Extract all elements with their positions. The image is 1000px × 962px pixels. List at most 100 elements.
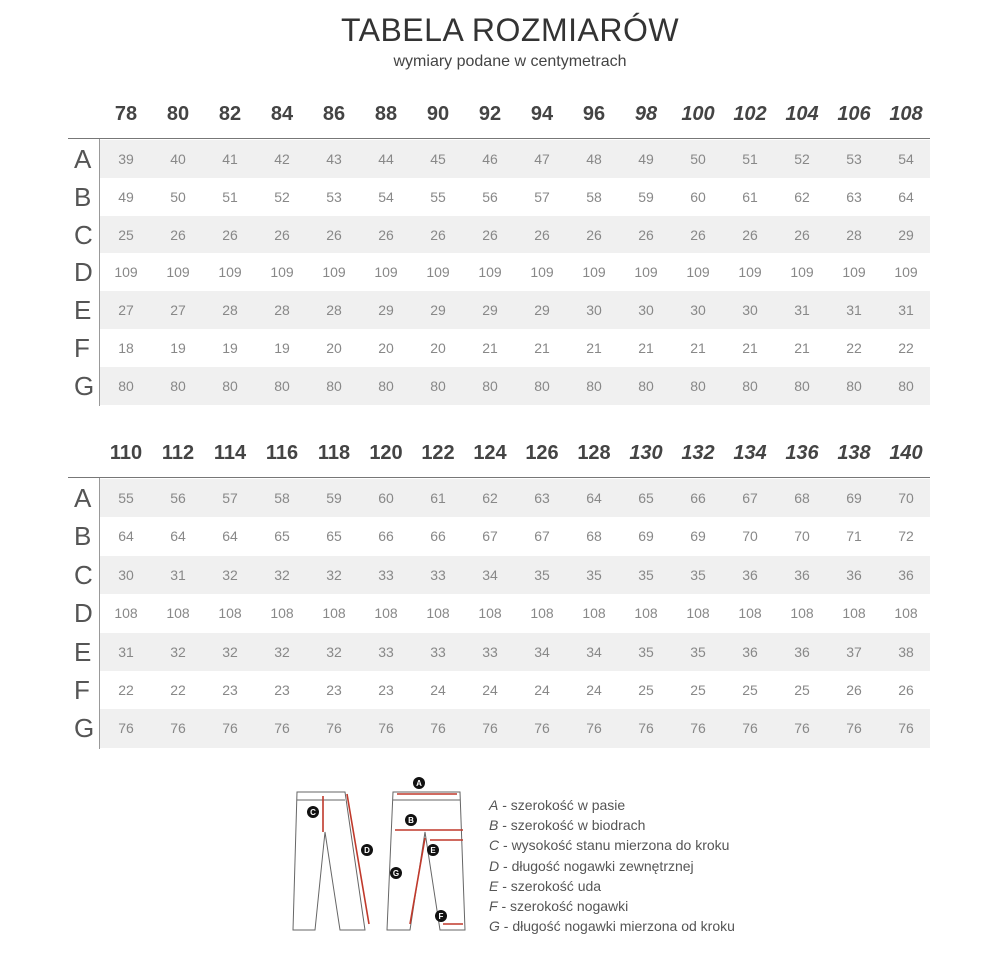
table-cell: 26: [534, 226, 550, 243]
size-header-cell: 102: [733, 103, 767, 125]
table-cell: 76: [326, 720, 342, 737]
table-cell: 32: [326, 566, 342, 583]
table-cell: 33: [378, 566, 394, 583]
table-cell: 36: [794, 566, 810, 583]
table-cell: 23: [274, 682, 290, 698]
table-cell: 61: [430, 490, 446, 506]
table-cell: 59: [326, 490, 342, 506]
table-cell: 109: [530, 264, 554, 281]
size-header-cell: 116: [265, 442, 299, 464]
table-cell: 57: [222, 490, 238, 506]
table-cell: 26: [482, 226, 498, 243]
row-label: A: [74, 144, 92, 174]
table-cell: 80: [482, 377, 498, 394]
row-label: E: [74, 636, 92, 667]
table-cell: 66: [378, 528, 394, 545]
label-divider: [99, 139, 100, 406]
table-cell: 43: [326, 151, 342, 167]
table-cell: 71: [846, 528, 862, 545]
size-header-cell: 80: [166, 103, 190, 125]
table-cell: 49: [118, 188, 134, 205]
table-cell: 51: [742, 151, 758, 167]
table-cell: 23: [378, 682, 394, 698]
table-cell: 68: [586, 528, 602, 545]
table-cell: 108: [530, 605, 554, 622]
table-cell: 80: [222, 377, 238, 394]
table-cell: 20: [326, 340, 342, 356]
table-cell: 35: [690, 566, 706, 583]
table-cell: 35: [690, 643, 706, 660]
table-cell: 36: [742, 643, 758, 660]
table-cell: 109: [114, 264, 138, 281]
table-cell: 19: [274, 340, 290, 356]
table-cell: 26: [222, 226, 238, 243]
table-cell: 26: [690, 226, 706, 243]
table-cell: 109: [842, 264, 866, 281]
size-header-cell: 122: [421, 442, 455, 464]
size-header-row: 78 80 82 84 86 88 90 92 94 96 98 100 102 104 106 108: [100, 93, 930, 133]
table-cell: 20: [378, 340, 394, 356]
legend-item-g: G - długość nogawki mierzona od kroku: [489, 918, 735, 935]
marker-b-icon: [405, 814, 417, 826]
table-cell: 108: [634, 605, 658, 622]
size-header-cell: 120: [369, 442, 403, 464]
table-cell: 22: [846, 340, 862, 356]
table-row: A 55 56 57 58 59 60 61 62 63 64 65 66 67 68 69 70: [68, 479, 930, 518]
table-cell: 67: [534, 528, 550, 545]
table-row: G 80 80 80 80 80 80 80 80 80 80 80 80 80 80 80 80: [68, 366, 930, 405]
size-header-cell: 110: [109, 442, 143, 464]
table-cell: 72: [898, 528, 914, 545]
table-cell: 62: [482, 490, 498, 506]
row-label: B: [74, 521, 92, 552]
legend-item-b: B - szerokość w biodrach: [489, 817, 646, 834]
table-cell: 34: [586, 643, 602, 660]
row-label: E: [74, 295, 92, 326]
table-cell: 76: [118, 720, 134, 737]
table-row: C 30 31 32 32 32 33 33 34 35 35 35 35 36 36 36 36: [68, 555, 930, 595]
table-row: B 49 50 51 52 53 54 55 56 57 58 59 60 61 62 63 64: [68, 178, 930, 216]
table-cell: 70: [742, 528, 758, 545]
size-header-cell: 100: [681, 103, 715, 125]
size-header-cell: 136: [785, 442, 819, 464]
table-cell: 21: [586, 340, 602, 356]
table-cell: 108: [478, 605, 502, 622]
table-cell: 32: [326, 643, 342, 660]
table-cell: 108: [426, 605, 450, 622]
table-cell: 56: [482, 188, 498, 205]
table-cell: 64: [586, 490, 602, 506]
table-cell: 31: [118, 643, 134, 660]
row-label: B: [74, 181, 92, 212]
table-cell: 27: [118, 302, 134, 319]
size-header-cell: 104: [785, 103, 819, 125]
table-cell: 65: [326, 528, 342, 545]
svg-text:G: G: [393, 869, 399, 878]
table-cell: 34: [534, 643, 550, 660]
table-cell: 66: [430, 528, 446, 545]
table-cell: 47: [534, 151, 550, 167]
legend-item-a: A - szerokość w pasie: [489, 797, 626, 813]
table-cell: 76: [482, 720, 498, 737]
table-cell: 109: [270, 264, 294, 281]
table-cell: 55: [118, 490, 134, 506]
table-cell: 18: [118, 340, 134, 356]
table-row: C 25 26 26 26 26 26 26 26 26 26 26 26 26 26 28 29: [68, 215, 930, 254]
table-cell: 80: [690, 377, 706, 394]
table-cell: 76: [846, 720, 862, 737]
row-background: [100, 709, 930, 748]
table-cell: 63: [534, 490, 550, 506]
table-row: A 39 40 41 42 43 44 45 46 47 48 49 50 51 52 53 54: [68, 140, 930, 178]
table-cell: 53: [846, 151, 862, 167]
table-row: F 22 22 23 23 23 23 24 24 24 24 25 25 25 25 26 26: [68, 671, 930, 709]
marker-e-icon: [427, 844, 439, 856]
table-cell: 24: [430, 682, 446, 698]
table-cell: 65: [638, 490, 654, 506]
size-header-cell: 94: [530, 103, 554, 125]
table-cell: 80: [118, 377, 134, 394]
table-cell: 80: [170, 377, 186, 394]
table-cell: 50: [170, 188, 186, 205]
table-cell: 22: [118, 682, 134, 698]
table-cell: 76: [378, 720, 394, 737]
table-cell: 53: [326, 188, 342, 205]
table-cell: 24: [586, 682, 602, 698]
table-cell: 63: [846, 188, 862, 205]
